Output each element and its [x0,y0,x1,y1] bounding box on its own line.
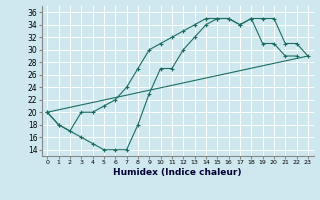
X-axis label: Humidex (Indice chaleur): Humidex (Indice chaleur) [113,168,242,177]
